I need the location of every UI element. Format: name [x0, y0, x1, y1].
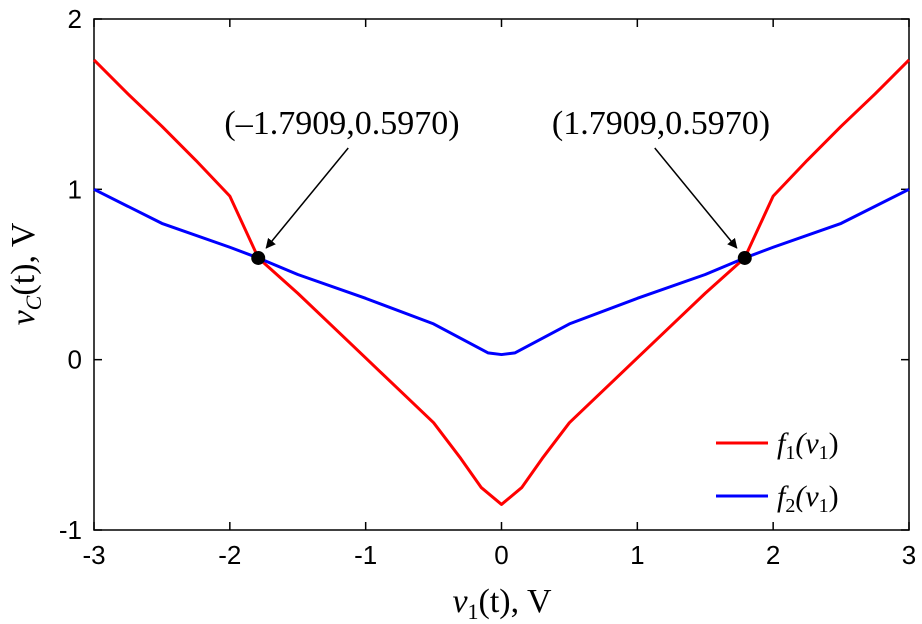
x-tick-label: 3	[902, 540, 916, 570]
annotation-arrow	[265, 147, 349, 249]
y-tick-label: 1	[68, 174, 82, 204]
y-axis-label: vC(t), V	[5, 222, 46, 325]
x-tick-label: 0	[494, 540, 508, 570]
intersection-point	[737, 250, 752, 265]
y-tick-label: 0	[68, 345, 82, 375]
x-tick-label: -1	[354, 540, 377, 570]
y-tick-label: 2	[68, 4, 82, 34]
annotation-label: (–1.7909,0.5970)	[224, 105, 459, 142]
x-axis-label: v1(t), V	[452, 583, 552, 624]
y-tick-label: -1	[59, 515, 82, 545]
annotations-group: (–1.7909,0.5970) (1.7909,0.5970)	[224, 105, 770, 265]
tick-marks	[93, 18, 910, 531]
annotation-label: (1.7909,0.5970)	[552, 105, 770, 142]
x-tick-labels: -3 -2 -1 0 1 2 3	[82, 540, 916, 570]
legend-label-f1: f1(v1)	[777, 427, 839, 464]
x-tick-label: 1	[630, 540, 644, 570]
y-tick-labels: -1 0 1 2	[59, 4, 82, 545]
series-line-f1	[92, 58, 911, 506]
x-tick-label: -2	[218, 540, 241, 570]
series-group	[92, 58, 911, 506]
intersection-point	[251, 250, 266, 265]
x-tick-label: 2	[766, 540, 780, 570]
plot-area	[93, 18, 910, 531]
x-tick-label: -3	[82, 540, 105, 570]
series-line-f2	[93, 187, 910, 357]
annotation-arrow	[654, 147, 738, 249]
